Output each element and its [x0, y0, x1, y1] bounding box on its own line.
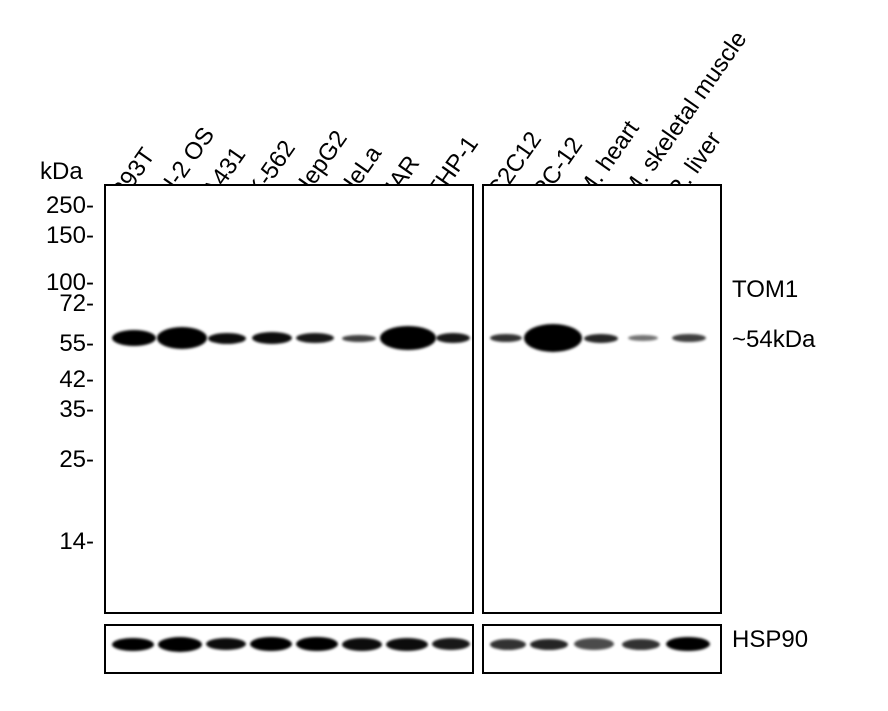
loading-control-label: HSP90	[732, 626, 808, 654]
blot-band	[524, 324, 582, 352]
mw-marker: 42-	[0, 366, 94, 394]
blot-band	[672, 334, 706, 342]
blot-band	[112, 638, 154, 651]
blot-band	[574, 638, 614, 650]
blot-band	[157, 327, 207, 349]
blot-band	[628, 335, 658, 341]
blot-band	[380, 326, 436, 350]
blot-band	[530, 639, 568, 650]
blot-band	[342, 638, 382, 651]
target-protein-label: TOM1	[732, 276, 798, 304]
blot-band	[158, 637, 202, 652]
target-size-label: ~54kDa	[732, 326, 815, 354]
blot-band	[490, 639, 526, 650]
blot-band	[436, 333, 470, 343]
blot-band	[432, 638, 470, 650]
blot-band	[386, 638, 428, 651]
blot-band	[490, 334, 522, 342]
mw-marker: 25-	[0, 446, 94, 474]
kda-header: kDa	[40, 158, 83, 186]
blot-band	[208, 333, 246, 344]
blot-band	[296, 333, 334, 343]
blot-panel-1	[104, 184, 474, 614]
blot-band	[296, 637, 338, 651]
mw-marker: 250-	[0, 192, 94, 220]
blot-band	[112, 330, 156, 346]
blot-band	[342, 335, 376, 342]
mw-marker: 35-	[0, 396, 94, 424]
mw-marker: 72-	[0, 290, 94, 318]
blot-band	[206, 638, 246, 650]
mw-marker: 14-	[0, 528, 94, 556]
blot-band	[584, 334, 618, 343]
blot-band	[252, 332, 292, 344]
blot-band	[250, 637, 292, 651]
blot-band	[622, 639, 660, 650]
blot-panel-2	[482, 184, 722, 614]
mw-marker: 55-	[0, 330, 94, 358]
western-blot-figure: kDa 250-150-100-72-55-42-35-25-14- 293TU…	[0, 0, 888, 711]
blot-band	[666, 637, 710, 651]
mw-marker: 150-	[0, 222, 94, 250]
